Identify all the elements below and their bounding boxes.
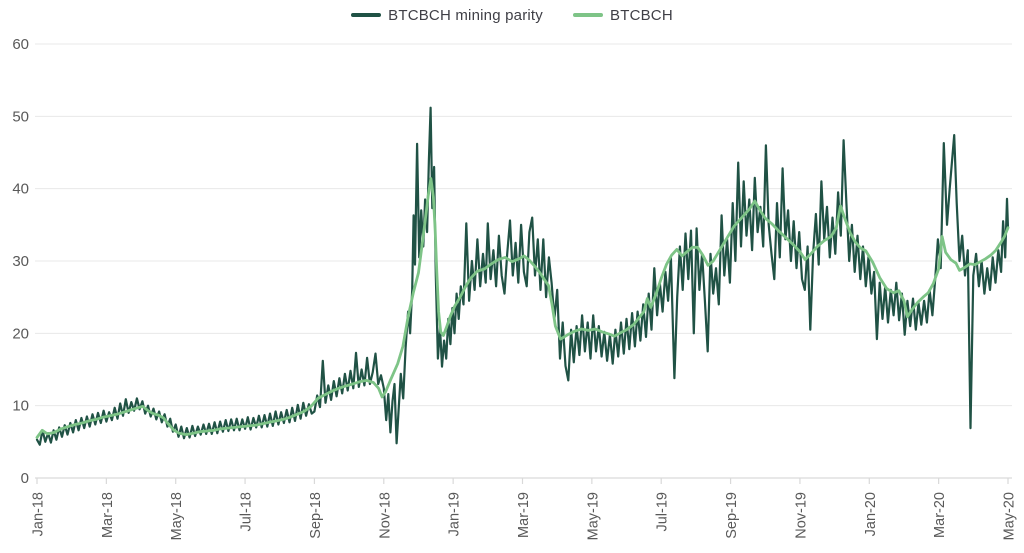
svg-text:Sep-19: Sep-19: [724, 492, 740, 539]
svg-text:Nov-18: Nov-18: [377, 492, 393, 539]
svg-text:Sep-18: Sep-18: [308, 492, 324, 539]
svg-text:10: 10: [12, 398, 29, 415]
legend-item-btcbch: BTCBCH: [573, 7, 673, 24]
legend-swatch-mining-parity: [351, 13, 382, 17]
svg-text:May-19: May-19: [585, 492, 601, 540]
svg-text:Jan-18: Jan-18: [31, 492, 47, 536]
legend: BTCBCH mining parity BTCBCH: [0, 4, 1024, 26]
svg-text:0: 0: [21, 470, 29, 487]
svg-text:Mar-19: Mar-19: [516, 492, 532, 538]
svg-text:Mar-20: Mar-20: [932, 492, 948, 538]
svg-text:40: 40: [12, 181, 29, 198]
legend-item-mining-parity: BTCBCH mining parity: [351, 7, 543, 24]
svg-text:Jul-18: Jul-18: [239, 492, 255, 532]
svg-text:Jul-19: Jul-19: [655, 492, 671, 532]
svg-text:60: 60: [12, 36, 29, 53]
legend-label-btcbch: BTCBCH: [610, 6, 673, 24]
svg-text:Jan-20: Jan-20: [863, 492, 879, 536]
legend-label-mining-parity: BTCBCH mining parity: [388, 6, 543, 24]
svg-text:30: 30: [12, 253, 29, 270]
svg-text:50: 50: [12, 108, 29, 125]
svg-text:20: 20: [12, 325, 29, 342]
legend-swatch-btcbch: [573, 13, 603, 17]
svg-text:Jan-19: Jan-19: [447, 492, 463, 536]
svg-text:Nov-19: Nov-19: [793, 492, 809, 539]
svg-text:May-20: May-20: [1002, 492, 1018, 540]
svg-text:May-18: May-18: [169, 492, 185, 540]
svg-text:Mar-18: Mar-18: [100, 492, 116, 538]
